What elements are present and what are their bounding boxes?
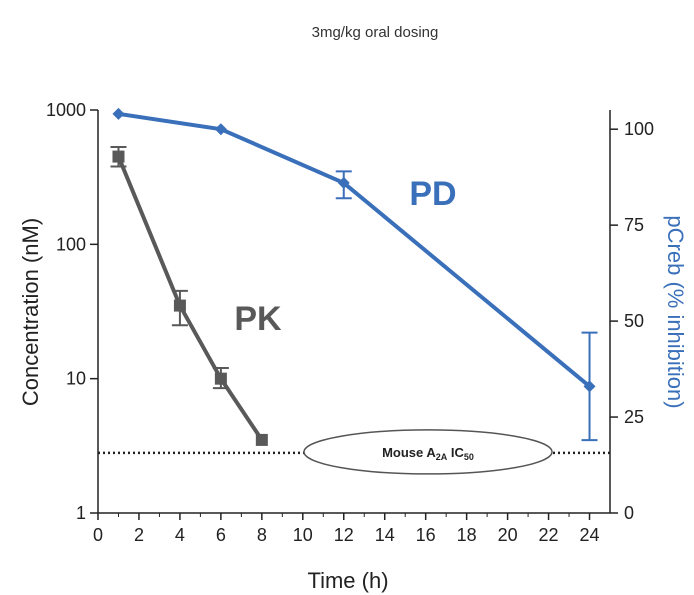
data-point [214,372,227,385]
y-right-tick-label: 100 [624,119,654,139]
data-point [337,176,350,189]
data-point [173,299,186,312]
x-tick-label: 22 [539,525,559,545]
series-pk: PK [110,146,282,446]
ic50-label-part: Mouse A [382,445,436,460]
ic50-label-subscript: 50 [464,452,474,462]
x-tick-label: 16 [416,525,436,545]
y-right-tick-label: 0 [624,503,634,523]
y-right-tick-label: 75 [624,215,644,235]
axes [97,110,611,514]
x-tick-label: 4 [175,525,185,545]
x-ticks: 0 2 4 6 8 10 12 14 16 18 20 22 24 [93,513,600,545]
x-tick-label: 18 [457,525,477,545]
ic50-label: Mouse A2A IC50 [382,445,474,462]
ic50-ellipse [303,429,553,475]
data-point [112,107,125,120]
y-left-tick-label: 10 [66,369,86,389]
x-tick-label: 14 [375,525,395,545]
ic50-label-subscript: 2A [436,452,448,462]
x-tick-label: 2 [134,525,144,545]
y-ticks-left: 1 10 100 1000 [46,100,98,523]
data-point [583,380,596,393]
y-ticks-right: 0 25 50 75 100 [610,119,654,523]
x-tick-label: 0 [93,525,103,545]
y-right-tick-label: 25 [624,407,644,427]
series-pd: PD [112,107,598,442]
chart-title: 3mg/kg oral dosing [312,24,439,41]
series-line [118,111,591,388]
x-tick-label: 8 [257,525,267,545]
x-axis-label: Time (h) [307,568,388,593]
x-tick-label: 20 [498,525,518,545]
y-left-tick-label: 1 [76,503,86,523]
x-tick-label: 10 [293,525,313,545]
y-right-tick-label: 50 [624,311,644,331]
series-layer: PK PD [110,107,598,446]
y-left-tick-label: 100 [56,234,86,254]
series-label: PD [409,175,456,213]
x-tick-label: 12 [334,525,354,545]
data-point [214,123,227,136]
y-left-tick-label: 1000 [46,100,86,120]
data-point [112,150,125,163]
data-point [255,433,268,446]
x-tick-label: 6 [216,525,226,545]
y-axis-right-label: pCreb (% inhibition) [663,215,688,408]
series-line [116,155,264,442]
x-tick-label: 24 [580,525,600,545]
y-axis-left-label: Concentration (nM) [18,218,43,406]
ic50-label-part: IC [447,445,464,460]
series-label: PK [234,300,282,338]
ic50-reference: Mouse A2A IC50 [98,429,610,475]
